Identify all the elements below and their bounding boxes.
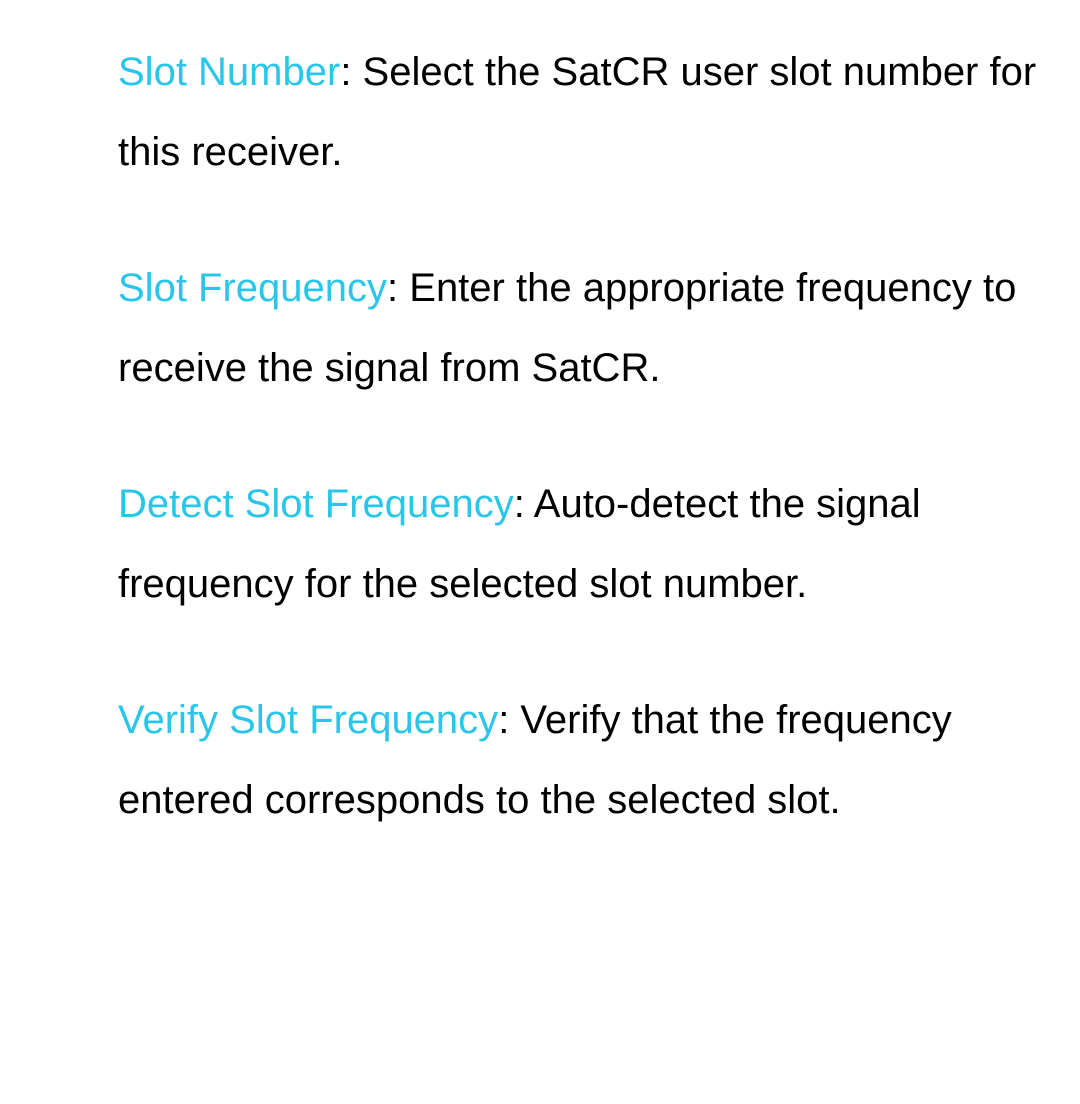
- term-label: Slot Frequency: [118, 266, 387, 310]
- term-label: Slot Number: [118, 50, 340, 94]
- term-label: Detect Slot Frequency: [118, 482, 514, 526]
- definition-entry: Slot Frequency: Enter the appropriate fr…: [118, 248, 1040, 408]
- definition-entry: Detect Slot Frequency: Auto-detect the s…: [118, 464, 1040, 624]
- definition-entry: Verify Slot Frequency: Verify that the f…: [118, 680, 1040, 840]
- term-label: Verify Slot Frequency: [118, 698, 498, 742]
- definition-list: Slot Number: Select the SatCR user slot …: [118, 32, 1040, 840]
- definition-entry: Slot Number: Select the SatCR user slot …: [118, 32, 1040, 192]
